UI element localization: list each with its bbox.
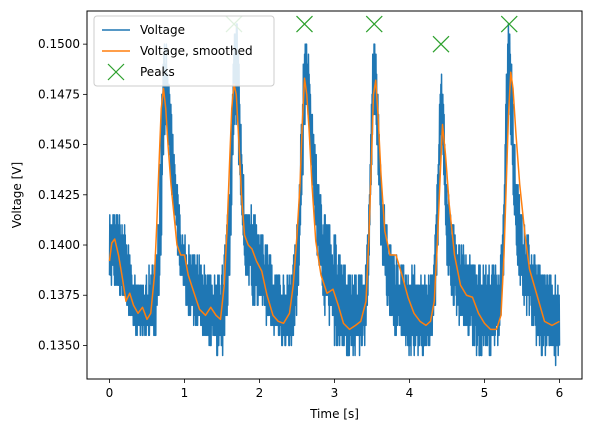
- x-tick-label: 3: [331, 386, 339, 400]
- legend-label: Peaks: [140, 65, 175, 79]
- x-axis-title: Time [s]: [309, 407, 359, 421]
- x-tick-label: 6: [556, 386, 564, 400]
- y-axis-title: Voltage [V]: [10, 162, 24, 228]
- legend-label: Voltage: [140, 23, 185, 37]
- x-tick-label: 0: [106, 386, 114, 400]
- y-tick-label: 0.1425: [38, 188, 80, 202]
- y-tick-label: 0.1350: [38, 338, 80, 352]
- y-tick-label: 0.1375: [38, 288, 80, 302]
- y-tick-label: 0.1475: [38, 87, 80, 101]
- legend-label: Voltage, smoothed: [140, 44, 253, 58]
- legend: Voltage Voltage, smoothed Peaks: [94, 16, 274, 86]
- x-tick-label: 5: [481, 386, 489, 400]
- y-tick-label: 0.1450: [38, 138, 80, 152]
- x-tick-label: 2: [256, 386, 264, 400]
- x-tick-label: 1: [181, 386, 189, 400]
- x-tick-label: 4: [406, 386, 414, 400]
- y-tick-label: 0.1400: [38, 238, 80, 252]
- y-tick-label: 0.1500: [38, 37, 80, 51]
